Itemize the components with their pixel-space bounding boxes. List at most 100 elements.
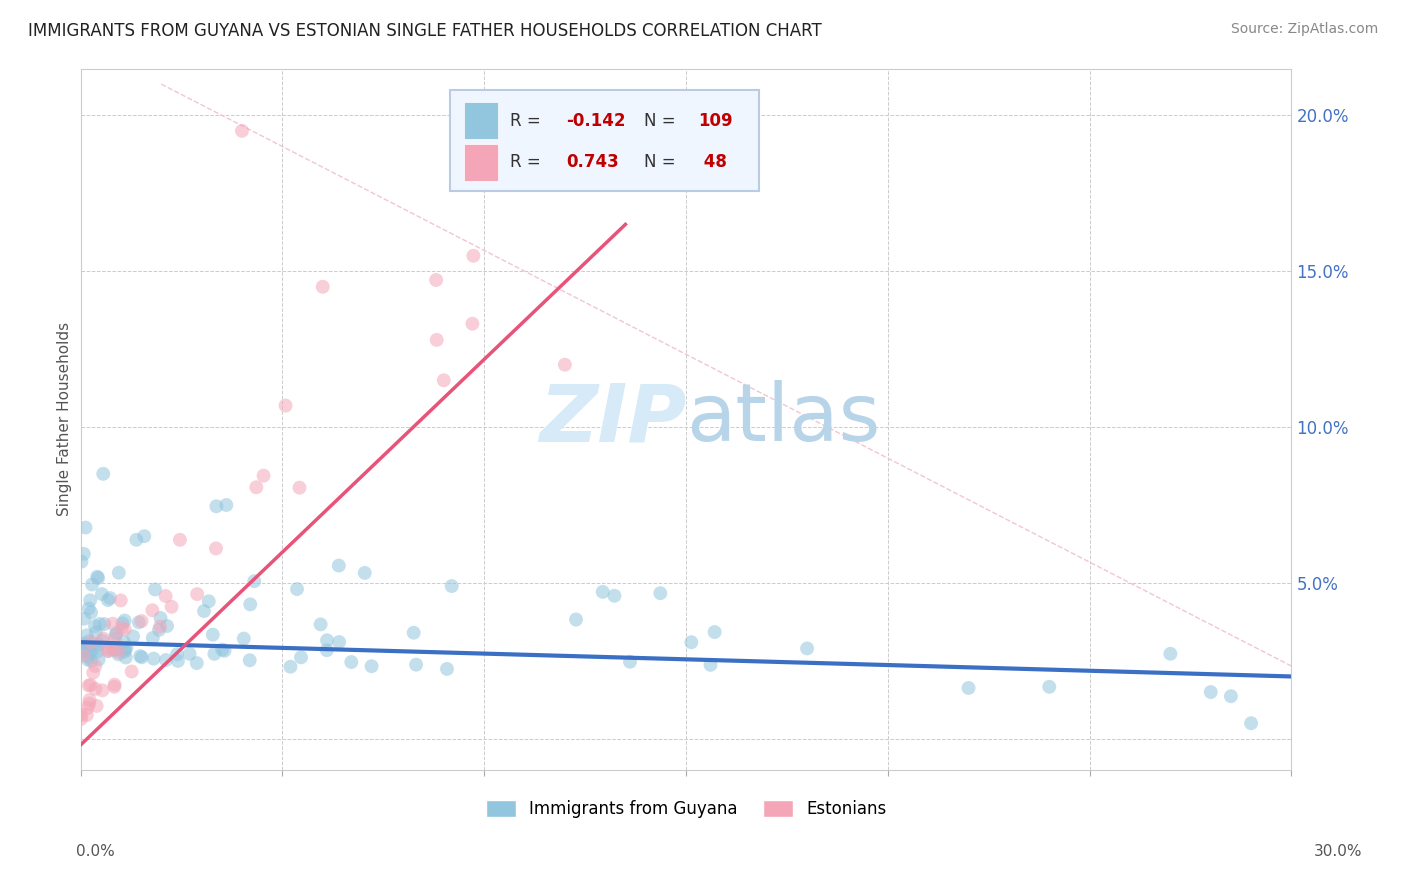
Point: [112, 635, 135, 649]
Point: [149, 611, 172, 625]
Point: [73, 644, 96, 658]
Point: [193, 604, 215, 618]
Point: [114, 614, 136, 628]
Point: [436, 662, 458, 676]
Point: [309, 617, 332, 632]
Point: [91, 683, 114, 698]
Point: [274, 399, 297, 413]
Text: N =: N =: [644, 112, 681, 130]
Point: [72, 644, 94, 658]
Point: [122, 629, 145, 643]
Text: 0.0%: 0.0%: [76, 845, 115, 859]
Point: [252, 468, 274, 483]
Point: [87, 638, 110, 652]
Text: N =: N =: [644, 153, 681, 170]
Point: [114, 644, 136, 658]
Point: [80, 606, 103, 620]
Point: [1038, 680, 1060, 694]
Point: [73, 612, 96, 626]
Point: [650, 586, 672, 600]
Point: [111, 621, 134, 635]
Point: [312, 279, 335, 293]
Point: [156, 619, 179, 633]
Point: [114, 642, 136, 657]
Point: [76, 652, 98, 666]
Point: [148, 623, 170, 637]
Text: ZIP: ZIP: [538, 380, 686, 458]
Point: [243, 574, 266, 588]
Point: [97, 644, 120, 658]
Point: [426, 333, 449, 347]
Point: [77, 601, 100, 615]
Point: [86, 645, 108, 659]
Point: [179, 647, 201, 661]
Text: 0.743: 0.743: [567, 153, 619, 170]
Point: [97, 593, 120, 607]
Point: [108, 566, 131, 580]
Point: [197, 594, 219, 608]
Point: [70, 707, 93, 722]
Point: [114, 650, 136, 665]
Point: [143, 582, 166, 597]
Point: [79, 647, 101, 661]
Point: [215, 498, 238, 512]
Point: [554, 358, 576, 372]
Point: [239, 653, 262, 667]
Point: [70, 641, 93, 656]
Point: [105, 626, 128, 640]
Point: [205, 541, 228, 556]
Point: [87, 571, 110, 585]
Point: [77, 634, 100, 648]
Point: [290, 650, 312, 665]
Point: [79, 593, 101, 607]
Point: [104, 632, 127, 646]
Point: [72, 637, 94, 651]
Point: [103, 642, 125, 657]
Point: [316, 633, 339, 648]
Point: [285, 582, 308, 596]
Point: [957, 681, 980, 695]
FancyBboxPatch shape: [450, 89, 759, 191]
Point: [142, 631, 165, 645]
Point: [201, 627, 224, 641]
Point: [1159, 647, 1181, 661]
Point: [76, 628, 98, 642]
Point: [186, 656, 208, 670]
Point: [231, 124, 253, 138]
Point: [328, 635, 350, 649]
Point: [80, 635, 103, 649]
Point: [121, 665, 143, 679]
Point: [79, 678, 101, 692]
Point: [1240, 716, 1263, 731]
Point: [142, 651, 165, 665]
Point: [86, 698, 108, 713]
Point: [107, 648, 129, 662]
Point: [86, 570, 108, 584]
Point: [131, 650, 153, 665]
Text: Source: ZipAtlas.com: Source: ZipAtlas.com: [1230, 22, 1378, 37]
Point: [93, 617, 115, 632]
Point: [425, 273, 447, 287]
Point: [149, 620, 172, 634]
Point: [114, 622, 136, 636]
Text: 109: 109: [699, 112, 733, 130]
Point: [129, 649, 152, 664]
Point: [91, 467, 114, 481]
Point: [105, 642, 128, 657]
Point: [169, 533, 191, 547]
Point: [103, 641, 125, 656]
Point: [405, 657, 427, 672]
Point: [97, 644, 120, 658]
Point: [84, 619, 107, 633]
Y-axis label: Single Father Households: Single Father Households: [58, 322, 72, 516]
Point: [211, 642, 233, 657]
Point: [167, 654, 190, 668]
Point: [166, 647, 188, 661]
Point: [340, 655, 363, 669]
Legend: Immigrants from Guyana, Estonians: Immigrants from Guyana, Estonians: [479, 793, 893, 825]
Point: [202, 647, 225, 661]
Point: [353, 566, 375, 580]
Point: [280, 659, 302, 673]
Text: IMMIGRANTS FROM GUYANA VS ESTONIAN SINGLE FATHER HOUSEHOLDS CORRELATION CHART: IMMIGRANTS FROM GUYANA VS ESTONIAN SINGL…: [28, 22, 823, 40]
Point: [77, 697, 100, 711]
